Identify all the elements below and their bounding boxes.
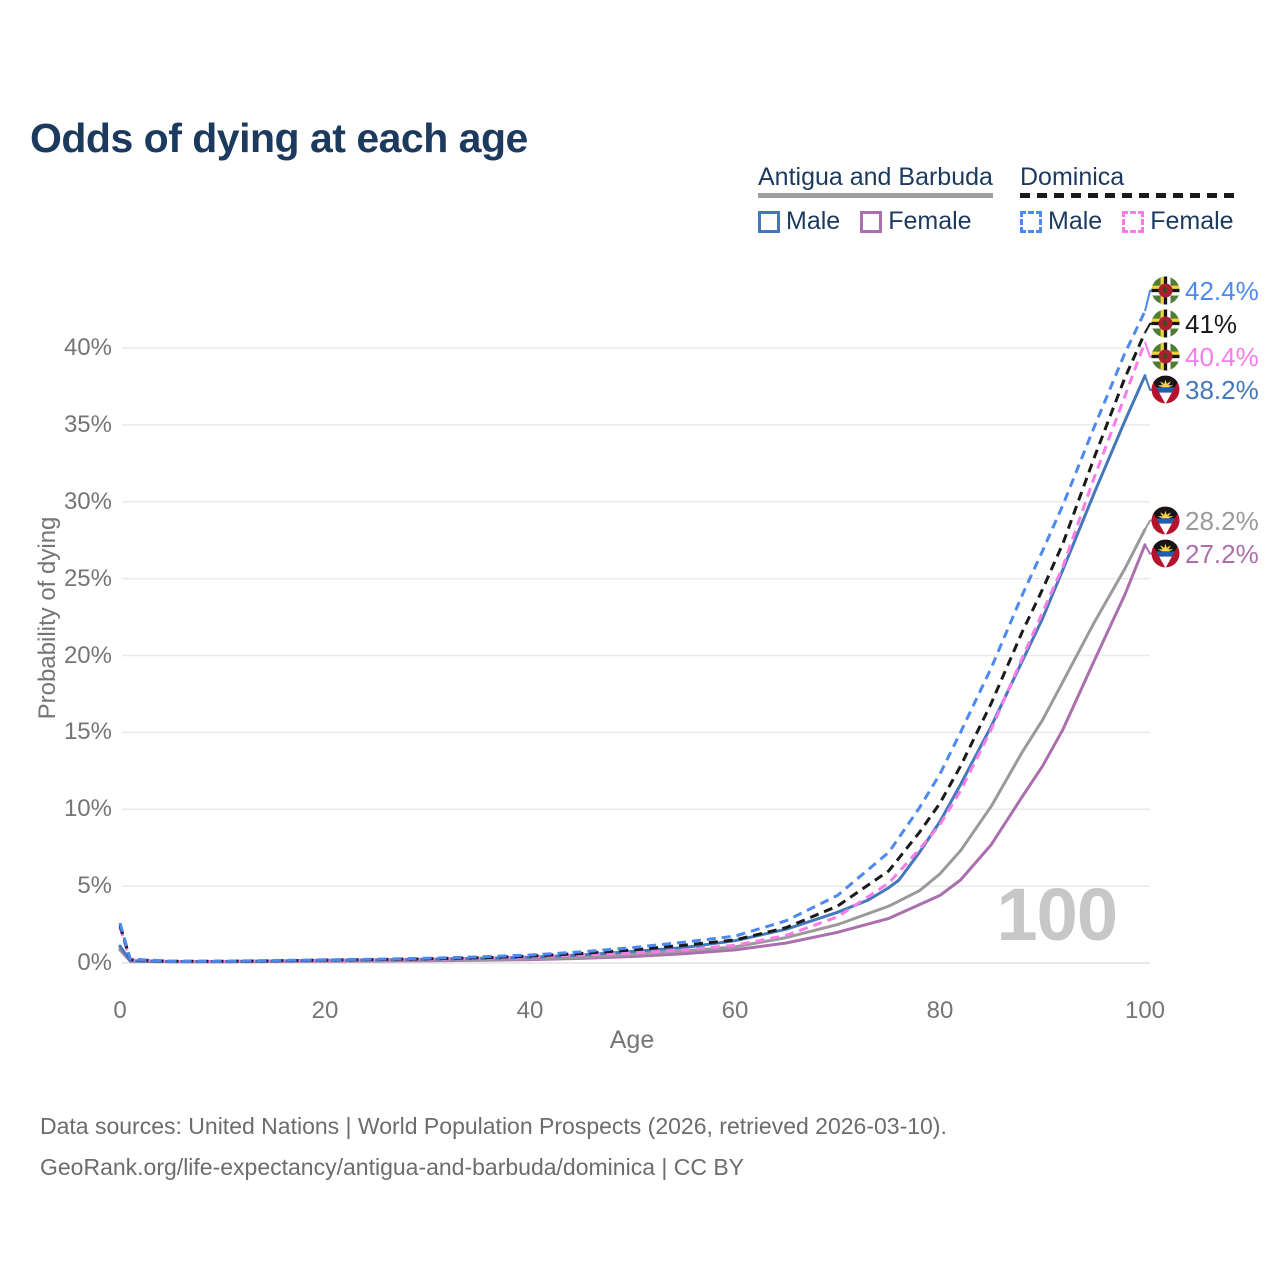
end-label-dominica-male: 42.4% bbox=[1151, 275, 1259, 307]
end-label-dominica-total: 41% bbox=[1151, 308, 1237, 340]
x-axis-title: Age bbox=[609, 1026, 655, 1054]
footer-data-sources: Data sources: United Nations | World Pop… bbox=[40, 1113, 947, 1139]
legend-item-dm-female[interactable]: Female bbox=[1122, 207, 1234, 236]
legend-group-antigua-and-barbuda: Antigua and Barbuda Male Female bbox=[758, 163, 993, 236]
y-tick-label: 10% bbox=[63, 795, 112, 823]
series-line-dm-male[interactable] bbox=[118, 310, 1147, 963]
x-tick-label: 80 bbox=[926, 997, 954, 1024]
y-axis-title: Probability of dying bbox=[34, 516, 61, 720]
antigua-and-barbuda-flag-icon bbox=[1151, 506, 1180, 535]
y-tick-label: 35% bbox=[63, 410, 112, 438]
end-value: 42.4% bbox=[1185, 275, 1259, 306]
series-line-dm-total[interactable] bbox=[118, 331, 1147, 963]
ab-male-swatch-icon bbox=[758, 210, 780, 233]
end-label-dominica-female: 40.4% bbox=[1151, 341, 1259, 373]
end-value: 41% bbox=[1185, 308, 1238, 339]
age-watermark: 100 bbox=[996, 873, 1118, 956]
dm-male-swatch-icon bbox=[1020, 210, 1042, 233]
x-tick-label: 0 bbox=[113, 997, 127, 1024]
footer: Data sources: United Nations | World Pop… bbox=[40, 1106, 947, 1188]
dm-female-swatch-icon bbox=[1122, 210, 1145, 233]
y-tick-label: 40% bbox=[63, 334, 112, 361]
end-value: 27.2% bbox=[1185, 538, 1259, 569]
ab-female-swatch-icon bbox=[860, 210, 883, 233]
end-label-antigua-female: 27.2% bbox=[1151, 538, 1259, 570]
end-value: 40.4% bbox=[1185, 341, 1259, 372]
end-label-antigua-total: 28.2% bbox=[1151, 505, 1259, 537]
end-label-antigua-male: 38.2% bbox=[1151, 374, 1259, 406]
legend-linestyle-dashed-sample bbox=[1020, 193, 1234, 198]
dominica-flag-icon bbox=[1151, 342, 1180, 371]
legend-item-dm-male[interactable]: Male bbox=[1020, 207, 1102, 236]
legend-country-dominica[interactable]: Dominica bbox=[1020, 163, 1125, 191]
legend-linestyle-solid-sample bbox=[758, 193, 993, 198]
legend-item-label: Female bbox=[888, 207, 972, 235]
y-tick-label: 0% bbox=[77, 949, 112, 976]
y-tick-label: 20% bbox=[63, 641, 112, 669]
legend-item-ab-male[interactable]: Male bbox=[758, 207, 840, 236]
page-title: Odds of dying at each age bbox=[30, 115, 528, 162]
footer-attribution: GeoRank.org/life-expectancy/antigua-and-… bbox=[40, 1154, 745, 1180]
legend-item-label: Male bbox=[1048, 207, 1103, 235]
x-tick-label: 100 bbox=[1124, 997, 1166, 1024]
dominica-flag-icon bbox=[1151, 309, 1180, 338]
legend-item-ab-female[interactable]: Female bbox=[860, 207, 972, 236]
end-value: 28.2% bbox=[1185, 505, 1259, 536]
y-tick-label: 15% bbox=[63, 718, 112, 746]
x-tick-label: 60 bbox=[721, 997, 749, 1024]
y-tick-label: 5% bbox=[77, 872, 112, 900]
antigua-and-barbuda-flag-icon bbox=[1151, 539, 1180, 568]
legend-country-antigua-and-barbuda[interactable]: Antigua and Barbuda bbox=[758, 163, 993, 191]
end-value: 38.2% bbox=[1185, 374, 1259, 405]
y-tick-label: 30% bbox=[63, 487, 112, 515]
antigua-and-barbuda-flag-icon bbox=[1151, 375, 1180, 404]
legend-item-label: Male bbox=[786, 207, 841, 235]
y-tick-label: 25% bbox=[63, 564, 112, 592]
x-tick-label: 20 bbox=[311, 997, 339, 1024]
legend-group-dominica: Dominica Male Female bbox=[1020, 163, 1234, 236]
x-tick-label: 40 bbox=[516, 997, 544, 1024]
dominica-flag-icon bbox=[1151, 276, 1180, 305]
series-line-dm-female[interactable] bbox=[118, 341, 1147, 963]
legend-item-label: Female bbox=[1150, 207, 1234, 235]
